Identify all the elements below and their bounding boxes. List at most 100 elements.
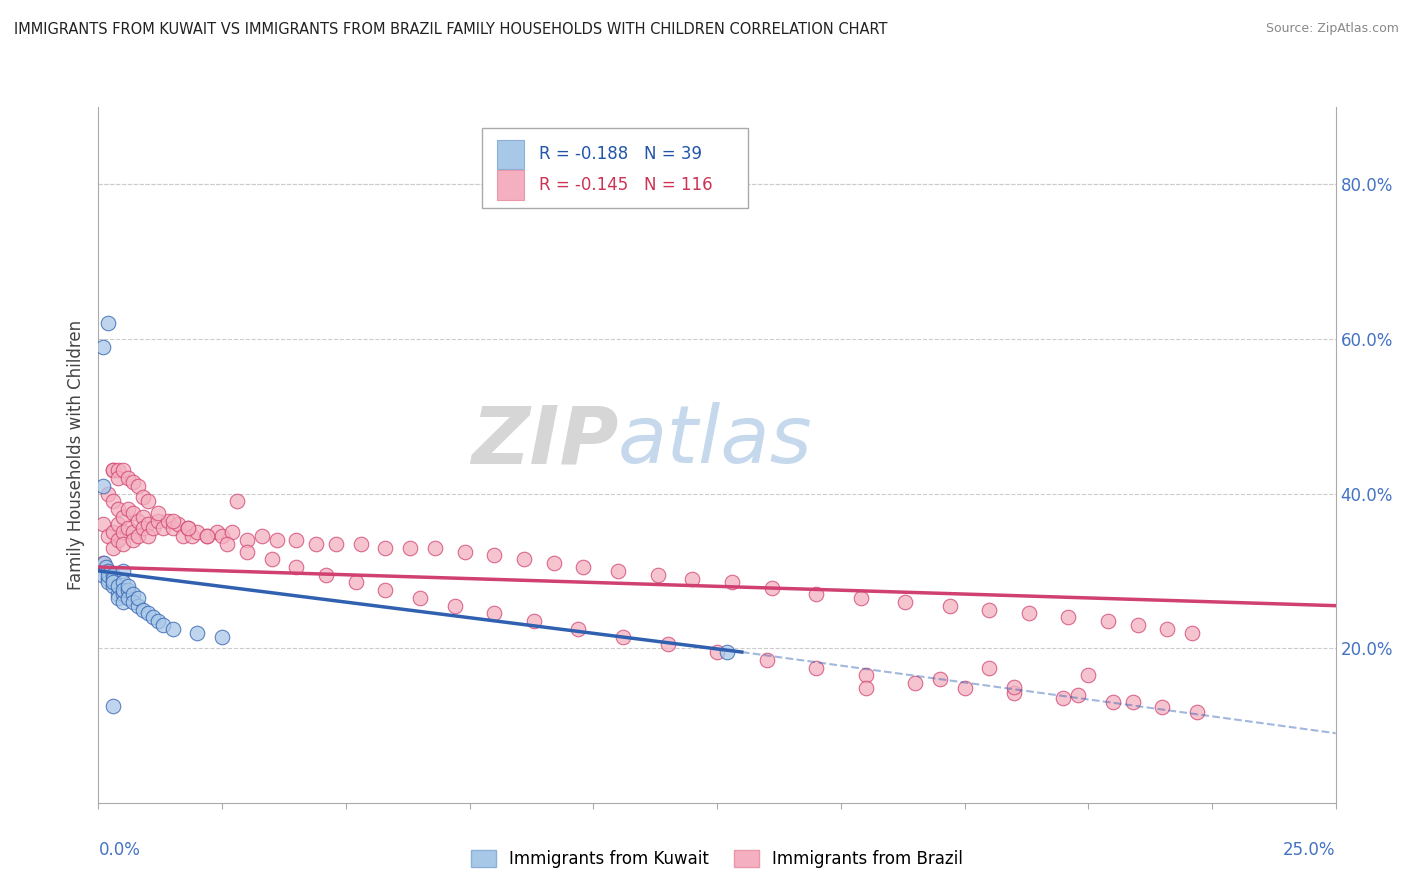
Point — [156, 514, 179, 528]
Point — [409, 591, 432, 605]
Point — [1152, 700, 1174, 714]
Point — [855, 681, 877, 696]
Point — [1097, 614, 1119, 628]
Point — [97, 486, 120, 500]
Bar — [496, 140, 524, 169]
Point — [250, 529, 273, 543]
Point — [122, 506, 145, 520]
Point — [1018, 607, 1040, 621]
Point — [657, 637, 679, 651]
Point — [103, 525, 125, 540]
Point — [146, 506, 169, 520]
Point — [344, 575, 367, 590]
Point — [285, 533, 308, 547]
Point — [107, 591, 129, 605]
Point — [122, 587, 145, 601]
Point — [374, 583, 396, 598]
Point — [221, 525, 243, 540]
Point — [132, 491, 155, 505]
Point — [103, 541, 125, 555]
Point — [127, 591, 149, 605]
Point — [205, 525, 228, 540]
Point — [1102, 695, 1125, 709]
Point — [103, 463, 125, 477]
Point — [755, 653, 778, 667]
Point — [236, 544, 259, 558]
Text: atlas: atlas — [619, 402, 813, 480]
Text: ZIP: ZIP — [471, 402, 619, 480]
Point — [146, 514, 169, 528]
Point — [107, 533, 129, 547]
Point — [117, 583, 139, 598]
Point — [1052, 690, 1074, 705]
Point — [716, 645, 738, 659]
Point — [122, 475, 145, 489]
Point — [236, 533, 259, 547]
Point — [186, 525, 208, 540]
Text: 0.0%: 0.0% — [98, 841, 141, 859]
Point — [112, 587, 135, 601]
Point — [953, 681, 976, 696]
Point — [127, 514, 149, 528]
Point — [103, 463, 125, 477]
Point — [1057, 610, 1080, 624]
Y-axis label: Family Households with Children: Family Households with Children — [66, 320, 84, 590]
Point — [938, 599, 960, 613]
Point — [567, 622, 589, 636]
Point — [112, 463, 135, 477]
Point — [443, 599, 465, 613]
Point — [484, 549, 506, 563]
Point — [350, 537, 373, 551]
Point — [136, 517, 159, 532]
Point — [721, 575, 744, 590]
Point — [176, 521, 198, 535]
Point — [1181, 625, 1204, 640]
Point — [94, 560, 117, 574]
Point — [572, 560, 595, 574]
Point — [195, 529, 218, 543]
Point — [93, 517, 115, 532]
Point — [513, 552, 536, 566]
Point — [117, 591, 139, 605]
Point — [543, 556, 565, 570]
Point — [305, 537, 328, 551]
Point — [195, 529, 218, 543]
Point — [217, 537, 239, 551]
Point — [211, 529, 233, 543]
Point — [162, 622, 184, 636]
Point — [97, 575, 120, 590]
Point — [107, 502, 129, 516]
Point — [122, 525, 145, 540]
Point — [315, 567, 337, 582]
Point — [1067, 688, 1090, 702]
Point — [804, 587, 827, 601]
Point — [91, 567, 114, 582]
Point — [97, 317, 120, 331]
Point — [453, 544, 475, 558]
Point — [127, 599, 149, 613]
Point — [107, 579, 129, 593]
Point — [122, 533, 145, 547]
Point — [979, 660, 1001, 674]
Point — [176, 521, 198, 535]
Point — [117, 579, 139, 593]
Point — [132, 521, 155, 535]
Point — [325, 537, 347, 551]
Point — [186, 625, 208, 640]
Point — [127, 529, 149, 543]
Point — [166, 517, 188, 532]
Text: IMMIGRANTS FROM KUWAIT VS IMMIGRANTS FROM BRAZIL FAMILY HOUSEHOLDS WITH CHILDREN: IMMIGRANTS FROM KUWAIT VS IMMIGRANTS FRO… — [14, 22, 887, 37]
Point — [117, 521, 139, 535]
Point — [103, 567, 125, 582]
Point — [112, 509, 135, 524]
Point — [855, 668, 877, 682]
Point — [374, 541, 396, 555]
Point — [117, 471, 139, 485]
Point — [681, 572, 703, 586]
Point — [706, 645, 728, 659]
Point — [136, 607, 159, 621]
Point — [97, 572, 120, 586]
Text: Source: ZipAtlas.com: Source: ZipAtlas.com — [1265, 22, 1399, 36]
Point — [107, 463, 129, 477]
Point — [112, 575, 135, 590]
